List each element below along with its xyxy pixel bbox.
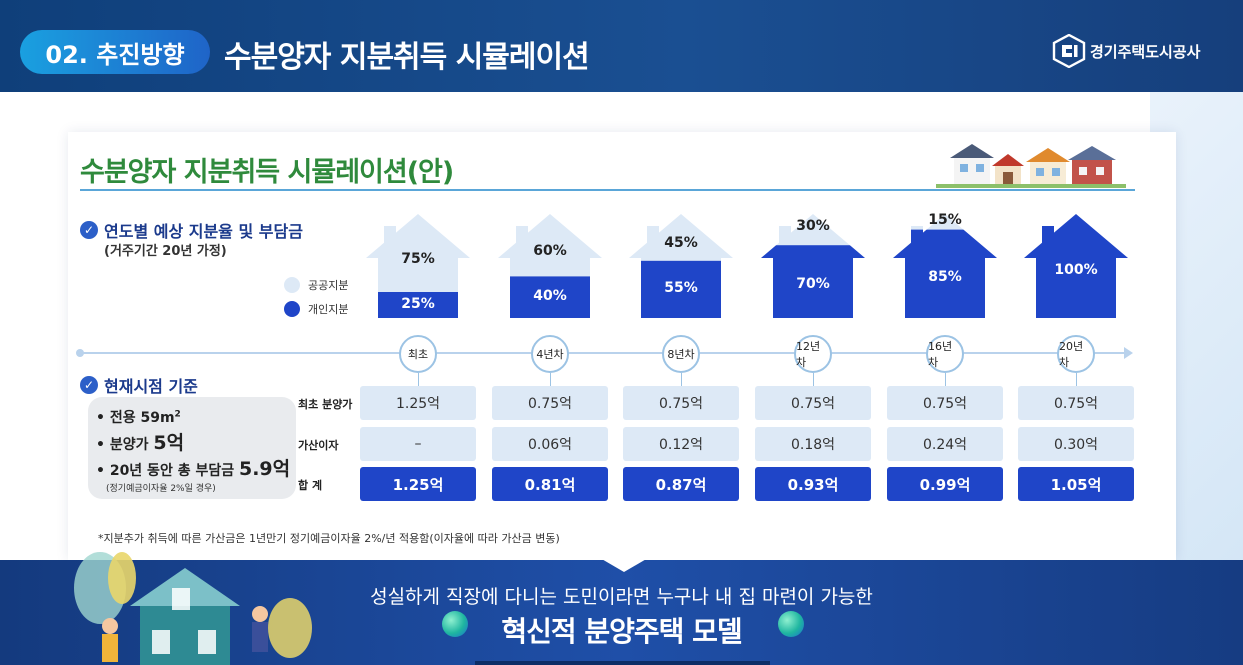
table-cell: 0.99억 — [887, 467, 1003, 501]
info-value: 5.9억 — [238, 458, 291, 480]
private-share-label: 100% — [1054, 262, 1098, 279]
public-share-label: 15% — [928, 212, 962, 228]
house-icon — [761, 214, 865, 318]
logo: 경기주택도시공사 — [1052, 34, 1200, 68]
house-icon — [498, 214, 602, 318]
table-cell: 0.24억 — [887, 427, 1003, 461]
timeline-line — [78, 352, 1126, 354]
table-cell: 0.87억 — [623, 467, 739, 501]
table-cell: 1.05억 — [1018, 467, 1134, 501]
table-cell: 0.93억 — [755, 467, 871, 501]
stage-connector — [418, 373, 419, 387]
private-share-label: 85% — [928, 269, 962, 286]
table-cell: 0.75억 — [623, 386, 739, 420]
legend-item-public: 공공지분 — [284, 277, 348, 293]
timeline-arrow-icon — [1124, 347, 1133, 359]
title-divider — [80, 189, 1135, 191]
info-value: 5억 — [153, 432, 185, 454]
table-cell: 0.75억 — [887, 386, 1003, 420]
orb-right-icon — [778, 611, 804, 637]
info-text: • 전용 59m — [96, 410, 175, 426]
public-share-label: 75% — [401, 251, 435, 267]
row-label-interest: 가산이자 — [298, 439, 339, 452]
ownership-house: 75% 25% — [366, 212, 470, 320]
page-header: 02. 추진방향 수분양자 지분취득 시뮬레이션 경기주택도시공사 — [0, 0, 1243, 92]
info-text: • 분양가 — [96, 437, 154, 453]
ownership-house: 30% 70% — [761, 212, 865, 320]
timeline-stage: 20년차 — [1057, 335, 1095, 373]
stage-connector — [681, 373, 682, 387]
table-cell: 0.81억 — [492, 467, 608, 501]
table-cell: 1.25억 — [360, 467, 476, 501]
row-label-initial-price: 최초 분양가 — [298, 398, 353, 411]
footer-tagline: 성실하게 직장에 다니는 도민이라면 누구나 내 집 마련이 가능한 — [370, 586, 873, 608]
footer-tab — [475, 661, 770, 665]
legend-swatch — [284, 277, 300, 293]
info-note: (정기예금이자율 2%일 경우) — [106, 484, 216, 494]
table-cell: 0.18억 — [755, 427, 871, 461]
timeline-stage: 4년차 — [531, 335, 569, 373]
table-cell: 0.75억 — [1018, 386, 1134, 420]
table-cell: 0.30억 — [1018, 427, 1134, 461]
table-cell: 0.12억 — [623, 427, 739, 461]
table-cell: 0.75억 — [755, 386, 871, 420]
house-icon — [893, 214, 997, 318]
card-title: 수분양자 지분취득 시뮬레이션(안) — [80, 157, 454, 188]
gh-logo-icon — [1052, 34, 1086, 68]
section-title: 현재시점 기준 — [104, 377, 198, 396]
stage-connector — [550, 373, 551, 387]
info-sup: 2 — [174, 409, 181, 420]
orb-left-icon — [442, 611, 468, 637]
timeline-stage: 12년차 — [794, 335, 832, 373]
info-area: • 전용 59m2 — [96, 407, 181, 427]
legend-label: 개인지분 — [308, 303, 349, 316]
legend-item-private: 개인지분 — [284, 301, 348, 317]
footnote: *지분추가 취득에 따른 가산금은 1년만기 정기예금이자율 2%/년 적용함(… — [98, 532, 560, 545]
section-heading-current: ✓ 현재시점 기준 — [80, 373, 198, 397]
private-share-label: 70% — [796, 276, 830, 293]
private-share-label: 40% — [533, 288, 567, 305]
ownership-house: 60% 40% — [498, 212, 602, 320]
timeline-stage: 8년차 — [662, 335, 700, 373]
section-subtitle: (거주기간 20년 가정) — [104, 244, 227, 259]
family-house-illustration-icon — [74, 552, 312, 665]
logo-text: 경기주택도시공사 — [1090, 42, 1201, 61]
houses-illustration-icon — [936, 144, 1126, 188]
house-icon — [366, 214, 470, 318]
page-title: 수분양자 지분취득 시뮬레이션 — [224, 40, 590, 75]
current-basis-box — [88, 397, 296, 499]
legend-swatch — [284, 301, 300, 317]
stage-connector — [945, 373, 946, 387]
stage-connector — [1076, 373, 1077, 387]
info-total: • 20년 동안 총 부담금 5.9억 — [96, 454, 290, 481]
public-share-label: 60% — [533, 243, 567, 260]
table-cell: – — [360, 427, 476, 461]
stage-connector — [813, 373, 814, 387]
footer-notch — [600, 558, 648, 572]
private-share-label: 25% — [401, 296, 435, 312]
timeline-stage: 16년차 — [926, 335, 964, 373]
private-share-label: 55% — [664, 280, 698, 297]
table-cell: 0.75억 — [492, 386, 608, 420]
timeline-stage: 최초 — [399, 335, 437, 373]
section-badge: 02. 추진방향 — [20, 30, 210, 74]
table-cell: 0.06억 — [492, 427, 608, 461]
check-icon: ✓ — [80, 376, 98, 394]
table-cell: 1.25억 — [360, 386, 476, 420]
house-icon — [1024, 214, 1128, 318]
house-icon — [629, 214, 733, 318]
ownership-house: 45% 55% — [629, 212, 733, 320]
info-text: • 20년 동안 총 부담금 — [96, 463, 239, 479]
ownership-house: 15% 85% — [893, 212, 997, 320]
check-icon: ✓ — [80, 221, 98, 239]
footer-headline: 혁신적 분양주택 모델 — [501, 615, 742, 648]
public-share-label: 45% — [664, 235, 698, 252]
info-price: • 분양가 5억 — [96, 428, 184, 455]
public-share-label: 30% — [796, 217, 830, 234]
legend-label: 공공지분 — [308, 279, 349, 292]
section-title: 연도별 예상 지분율 및 부담금 — [104, 222, 303, 241]
section-heading-ratio: ✓ 연도별 예상 지분율 및 부담금 — [80, 218, 303, 242]
ownership-house: 100% — [1024, 212, 1128, 320]
row-label-total: 합 계 — [298, 479, 323, 492]
